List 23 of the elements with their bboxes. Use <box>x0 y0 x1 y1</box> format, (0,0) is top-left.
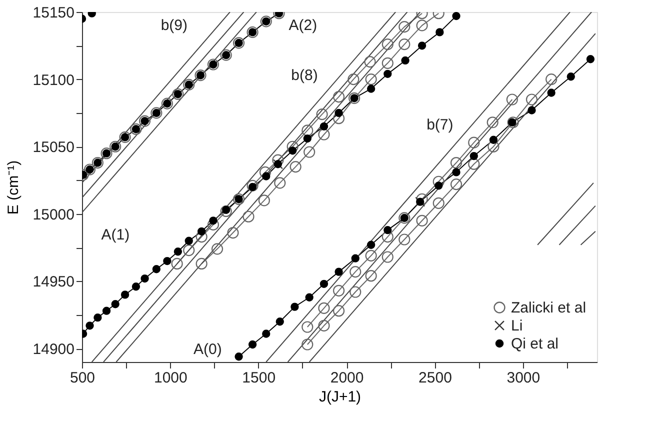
annotation: A(1) <box>101 226 130 244</box>
annotation: A(2) <box>288 16 318 34</box>
x-tick-label: 2500 <box>418 370 452 386</box>
x-axis-title: J(J+1) <box>318 388 362 406</box>
annotation: b(7) <box>426 116 454 134</box>
annotation: A(0) <box>193 341 222 358</box>
x-tick-label: 1500 <box>242 370 276 386</box>
x-tick-label: 500 <box>70 370 96 386</box>
x-tick-label: 2000 <box>330 370 364 386</box>
y-tick-label: 14950 <box>32 274 74 291</box>
x-tick-label: 3000 <box>506 370 540 386</box>
annotation: b(9) <box>160 16 188 34</box>
y-tick-label: 15000 <box>32 206 74 224</box>
y-tick-label: 15100 <box>32 72 74 89</box>
legend-label: Zalicki et al <box>511 300 586 316</box>
y-tick-label: 14900 <box>32 341 74 358</box>
legend-label: Qi et al <box>511 336 559 352</box>
annotation: b(8) <box>291 67 318 84</box>
x-tick-label: 1000 <box>154 370 188 386</box>
y-axis-title: E (cm⁻¹) <box>4 160 22 215</box>
y-tick-label: 15150 <box>32 4 74 22</box>
y-tick-label: 15050 <box>32 139 74 156</box>
legend-label: Li <box>511 318 523 334</box>
